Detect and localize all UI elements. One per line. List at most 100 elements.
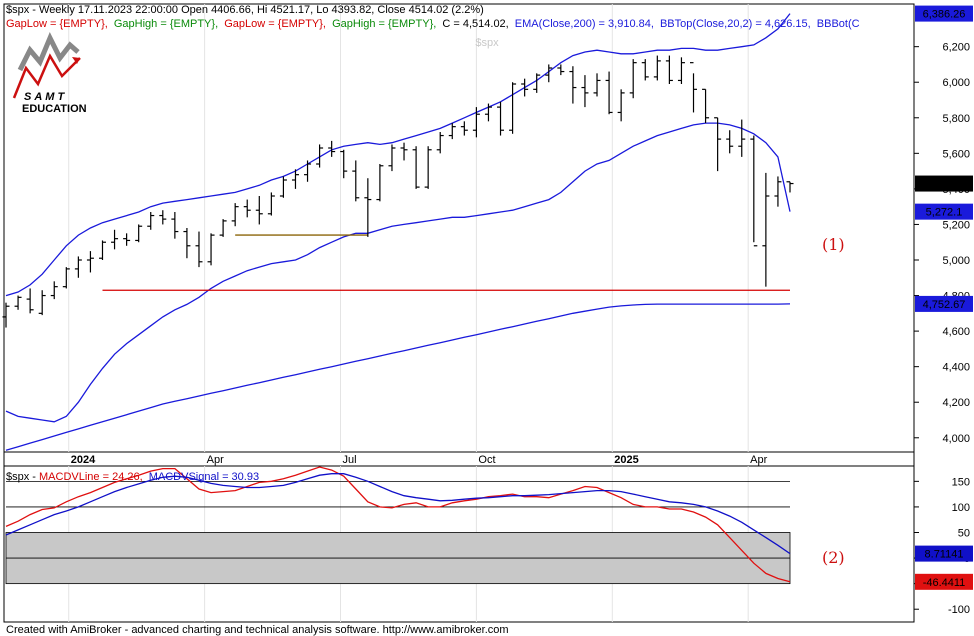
ohlc-bar: [364, 178, 372, 237]
ohlc-bar: [316, 144, 324, 168]
ohlc-bar: [352, 160, 360, 202]
ema-label: EMA(Close,200) = 3,910.84,: [515, 18, 654, 30]
y-tick-label: 4,000: [942, 433, 970, 445]
ohlc-bar: [111, 229, 119, 250]
ohlc-bar: [726, 130, 734, 154]
y-tick-label: 5,000: [942, 255, 970, 267]
annotation-label-1: (1): [822, 235, 845, 254]
ohlc-bar: [557, 64, 565, 76]
price-tag-close-box: [915, 175, 973, 192]
price-tag-bbbot-text: 5,272.1: [926, 207, 963, 219]
ohlc-bar: [521, 78, 529, 97]
ohlc-bar: [255, 196, 263, 225]
macd-y-tick-label: -100: [948, 604, 970, 616]
bbbot-label: BBBot(C: [817, 18, 860, 30]
logo-mountain-icon: [17, 31, 80, 72]
y-tick-label: 4,600: [942, 326, 970, 338]
ohlc-bar: [279, 176, 287, 198]
price-grid: [68, 4, 749, 452]
ohlc-bar: [750, 135, 758, 247]
price-tags: 6,386.26 5,429.22 5,272.1 4,752.67 8.71141 -4…: [915, 5, 973, 590]
ohlc-bar: [472, 107, 480, 138]
x-axis-ticks: 2024 Apr Jul Oct 2025 Apr: [71, 454, 768, 466]
ohlc-bar: [593, 73, 601, 97]
macd-lines: [5, 466, 791, 583]
samt-logo: SAMT EDUCATION: [12, 31, 87, 115]
ohlc-bar: [460, 121, 468, 136]
logo-text-education: EDUCATION: [22, 103, 87, 115]
footer-credit: Created with AmiBroker - advanced charti…: [6, 624, 509, 636]
macd-signal-series: [5, 473, 791, 555]
price-tag-macd-signal-box: [915, 545, 973, 562]
price-tag-macd-line-box: [915, 573, 973, 590]
price-tag-bbtop-text: 6,386.26: [923, 9, 966, 21]
macd-y-tick-label: 100: [952, 502, 970, 514]
annotation-label-2: (2): [822, 548, 845, 567]
ohlc-bar: [14, 295, 22, 310]
ohlc-bar: [86, 251, 94, 273]
ohlc-bar: [50, 281, 58, 300]
x-tick-label: Apr: [207, 454, 224, 466]
date-axis: [3, 451, 915, 467]
ohlc-bar: [424, 146, 432, 189]
y-tick-label: 5,200: [942, 219, 970, 231]
ohlc-bar: [581, 75, 589, 108]
logo-arrow-icon: [12, 53, 81, 99]
price-tag-macd-signal-text: 8.71141: [925, 549, 964, 561]
ohlc-bar: [171, 212, 179, 239]
ohlc-bar: [207, 233, 215, 266]
ohlc-bar: [786, 181, 794, 193]
ohlc-bar: [376, 164, 384, 202]
bollinger-bands: [5, 13, 791, 423]
ohlc-bar: [738, 119, 746, 157]
ohlc-bar: [774, 176, 782, 207]
ohlc-bar: [195, 231, 203, 268]
macd-grid: [5, 466, 791, 622]
y-tick-label: 4,400: [942, 362, 970, 374]
ohlc-bar: [159, 210, 167, 225]
ohlc-bar: [147, 212, 155, 230]
ohlc-bar: [702, 88, 710, 124]
close-label: C = 4,514.02,: [442, 18, 508, 30]
ohlc-bar: [714, 117, 722, 172]
y-tick-label: 5,600: [942, 148, 970, 160]
y-tick-label: 5,800: [942, 113, 970, 125]
ohlc-bar: [267, 192, 275, 216]
ohlc-bar: [231, 203, 239, 227]
ohlc-bar: [388, 144, 396, 172]
ohlc-bar: [569, 66, 577, 104]
x-tick-label: Apr: [750, 454, 767, 466]
ohlc-bar: [762, 172, 770, 287]
y-tick-label: 6,000: [942, 77, 970, 89]
ohlc-bar: [26, 288, 34, 314]
watermark-ticker: $spx: [475, 37, 499, 49]
price-tag-bbbot-box: [915, 203, 973, 220]
ohlc-bar: [412, 146, 420, 189]
ohlc-bar: [484, 103, 492, 122]
ohlc-bar: [74, 256, 82, 278]
ohlc-bar: [448, 123, 456, 140]
price-tag-bbtop-box: [915, 5, 973, 22]
ohlc-bar: [690, 62, 698, 113]
price-tag-ema-text: 4,752.67: [923, 299, 966, 311]
ohlc-bar: [243, 199, 251, 218]
macd-line-label: MACDVLine = 24.26,: [39, 471, 143, 483]
gaphigh-label-1: GapHigh = {EMPTY},: [114, 18, 218, 30]
price-tag-close: 5,429.22: [915, 175, 973, 192]
ohlc-bar: [219, 219, 227, 237]
ohlc-bar: [665, 55, 673, 84]
x-tick-label: 2024: [71, 454, 96, 466]
price-tag-macd-line-text: -46.4411: [923, 577, 966, 589]
ohlc-bar: [98, 240, 106, 260]
ohlc-bar: [328, 140, 336, 157]
ohlc-bar: [436, 132, 444, 154]
macd-y-tick-label: 50: [958, 527, 970, 539]
x-tick-label: 2025: [614, 454, 638, 466]
price-tag-macd-line: -46.4411: [915, 573, 973, 590]
ohlc-bar: [340, 149, 348, 179]
y-tick-label: 6,200: [942, 42, 970, 54]
ohlc-bar: [653, 55, 661, 81]
gaplow-label-2: GapLow = {EMPTY},: [224, 18, 326, 30]
ohlc-bar: [38, 290, 46, 316]
